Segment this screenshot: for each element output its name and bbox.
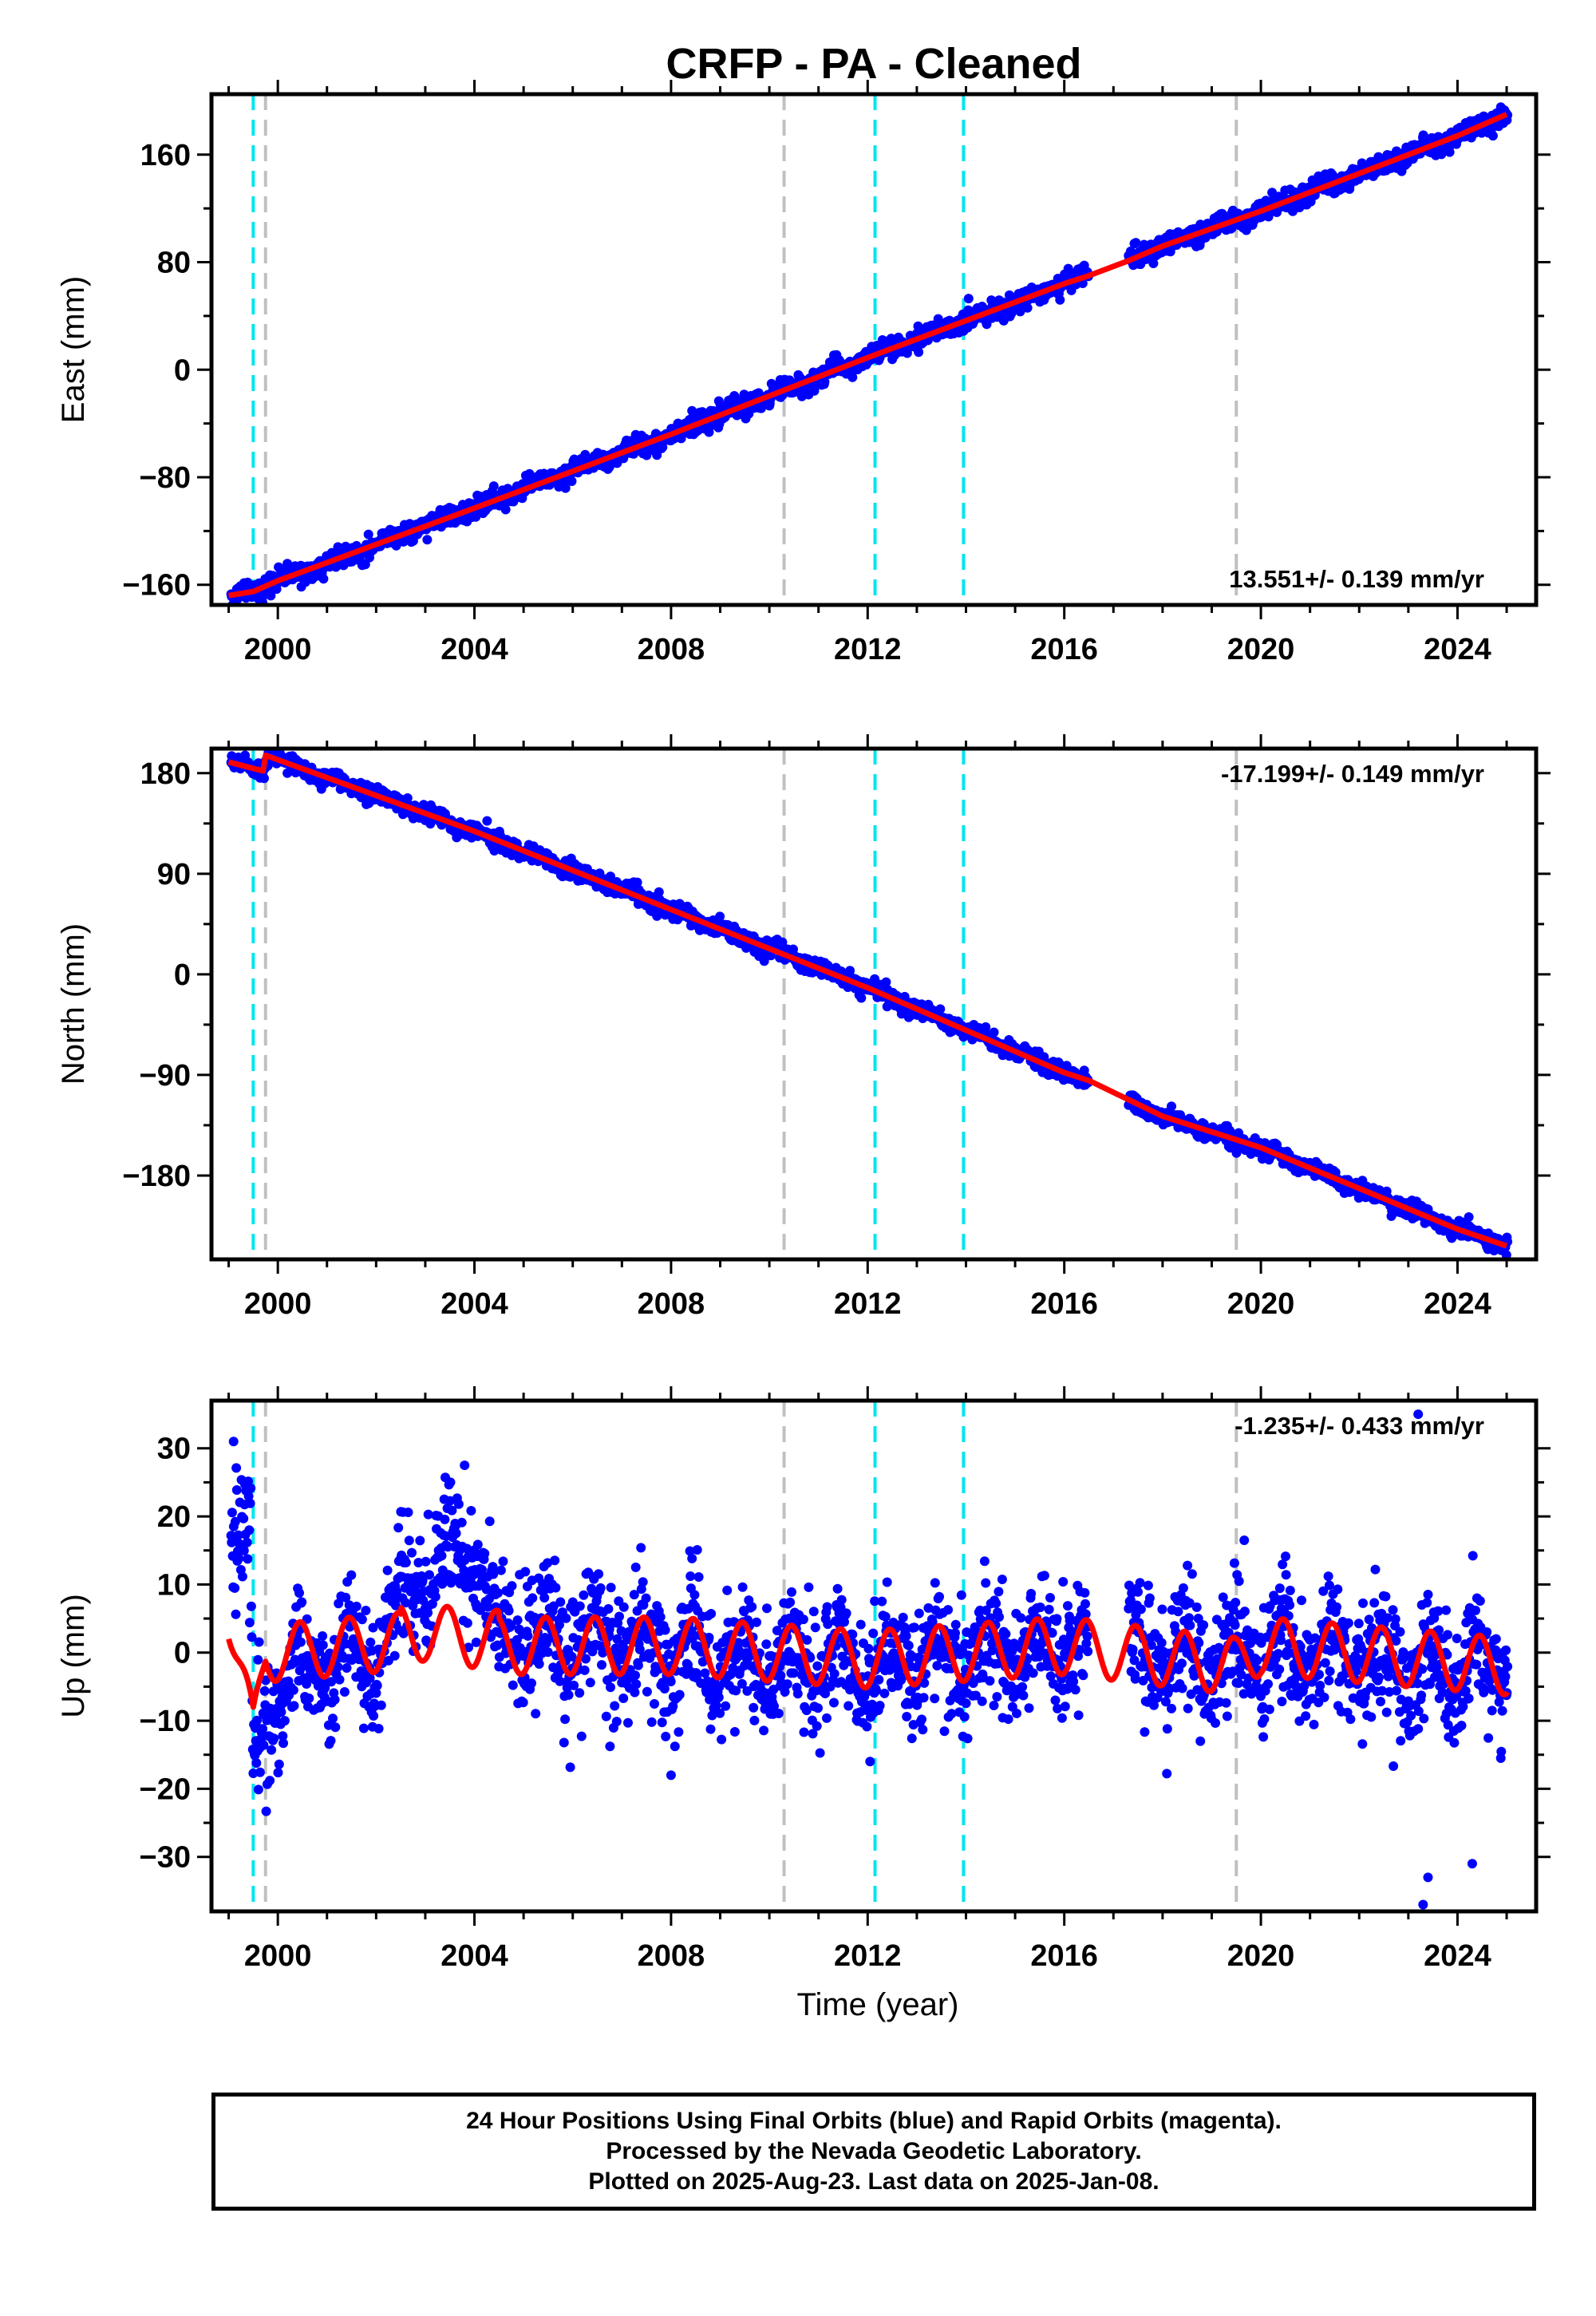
model-line-north [227, 752, 1508, 1249]
plot-area-north [226, 749, 1513, 1259]
data-point [632, 877, 642, 887]
y-tick-label: 160 [140, 139, 191, 172]
data-point [1131, 238, 1141, 248]
data-point [963, 294, 974, 304]
data-point [259, 773, 269, 784]
rate-label: 13.551+/- 0.139 mm/yr [1229, 565, 1484, 593]
x-ticks-east [227, 80, 1508, 619]
x-tick-label: 2000 [244, 1287, 312, 1321]
y-tick-label: 90 [157, 858, 191, 891]
x-tick-label: 2024 [1424, 1287, 1491, 1321]
data-point [360, 559, 370, 570]
figure-title: CRFP - PA - Cleaned [666, 40, 1081, 88]
data-points-north [226, 749, 1513, 1259]
data-point [363, 529, 373, 539]
model-line-east [228, 112, 1508, 599]
data-point [820, 377, 830, 387]
data-point [809, 385, 820, 396]
data-point [1148, 259, 1159, 268]
plot-area-up [226, 1401, 1513, 1911]
data-point [913, 321, 923, 331]
x-tick-label: 2024 [1424, 633, 1491, 666]
data-point [1487, 131, 1498, 141]
data-point [567, 476, 577, 486]
data-point [935, 1004, 946, 1014]
x-tick-label: 2012 [834, 1287, 902, 1321]
data-point [560, 483, 571, 493]
data-point [914, 347, 924, 358]
x-tick-label: 2008 [638, 1287, 705, 1321]
x-tick-label: 2016 [1030, 633, 1098, 666]
y-tick-label: −90 [140, 1059, 191, 1093]
x-tick-label: 2020 [1227, 1287, 1295, 1321]
y-tick-label: −80 [140, 461, 191, 495]
y-axis-label: North (mm) [56, 923, 91, 1085]
y-axis-label: East (mm) [56, 276, 91, 423]
x-tick-label: 2020 [1227, 633, 1295, 666]
y-ticks-north [197, 772, 1551, 1177]
y-tick-label: 0 [174, 958, 191, 992]
x-tick-label: 2012 [834, 633, 902, 666]
panel-north: 2000 2004 2008 2012 2016 2020 2024 −180 −90 0 90 18… [56, 734, 1551, 1321]
x-tick-label: 2016 [1030, 1287, 1098, 1321]
plot-frame-east [209, 92, 1539, 607]
data-point [489, 846, 500, 856]
data-point [500, 504, 511, 515]
panel-up: 2000 2004 2008 2012 2016 2020 2024−30−20−10010… [56, 1386, 1551, 2022]
data-point [1055, 294, 1065, 305]
data-point [1444, 147, 1455, 157]
plot-frame-north [209, 746, 1539, 1262]
y-tick-label: −160 [122, 569, 191, 603]
data-point [1167, 1101, 1176, 1112]
y-tick-label: −180 [122, 1160, 191, 1193]
data-point [715, 911, 725, 922]
data-point [488, 481, 499, 492]
data-point [981, 1022, 991, 1032]
data-point [654, 887, 664, 897]
x-tick-label: 2008 [638, 633, 705, 666]
data-point [847, 372, 858, 382]
data-point [881, 977, 891, 987]
data-point [989, 1027, 999, 1037]
data-point [1015, 306, 1025, 317]
data-point [482, 816, 492, 826]
rate-label: -17.199+/- 0.149 mm/yr [1221, 760, 1484, 788]
plot-area-east [226, 94, 1513, 605]
panels: 2000 2004 2008 2012 2016 2020 2024 −160 −80 0 80 16… [56, 80, 1551, 2022]
x-tick-label: 2004 [440, 633, 508, 666]
x-tick-label: 2004 [440, 1287, 508, 1321]
x-ticks-north [227, 734, 1508, 1274]
x-tick-label: 2000 [244, 633, 312, 666]
y-tick-label: 80 [157, 247, 191, 280]
data-point [422, 535, 433, 545]
panel-east: 2000 2004 2008 2012 2016 2020 2024 −160 −80 0 80 16… [56, 80, 1551, 666]
data-point [1464, 1212, 1474, 1222]
data-point [318, 574, 329, 584]
data-point [1501, 1250, 1511, 1259]
data-point [856, 993, 867, 1003]
y-tick-label: 180 [140, 757, 191, 791]
data-point [282, 768, 293, 778]
data-point [1022, 302, 1033, 313]
y-tick-label: 0 [174, 354, 191, 387]
y-ticks-east [197, 153, 1551, 587]
